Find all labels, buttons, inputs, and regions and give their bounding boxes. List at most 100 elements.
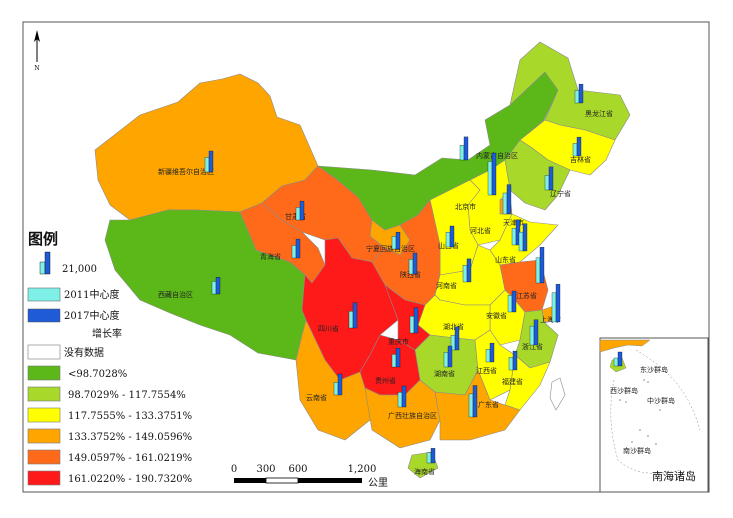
bar-2011: [391, 236, 397, 250]
bar-2017: [555, 284, 561, 323]
province-label: 湖南省: [434, 369, 455, 378]
legend-swatch-2017: [27, 308, 61, 323]
legend-class-label: 98.7029% - 117.7554%: [68, 390, 186, 401]
bar-2017: [208, 150, 214, 173]
inset-title: 南海诸岛: [652, 469, 696, 483]
legend-series-2011: 2011中心度: [64, 288, 119, 301]
province-label: 河北省: [470, 226, 491, 235]
bar-2011: [535, 257, 541, 284]
bar-2017: [506, 184, 512, 215]
bar-2017: [395, 347, 401, 368]
bar-2017: [299, 200, 305, 221]
bar-2017: [447, 345, 453, 368]
legend-class-label: 117.7555% - 133.3751%: [68, 411, 192, 422]
bar-2017: [430, 448, 436, 464]
scale-bar: 0 300 600 1,200 公里: [231, 464, 388, 489]
bar-2011: [391, 354, 397, 368]
bar-2011: [518, 231, 524, 252]
scale-unit: 公里: [368, 477, 388, 489]
bar-2011: [408, 259, 414, 275]
province-label: 广东省: [478, 400, 499, 409]
bar-2017: [295, 238, 301, 259]
bar-2017: [533, 319, 539, 346]
bar-2011: [426, 452, 432, 464]
bar-2017: [466, 258, 472, 283]
bar-2017: [472, 385, 478, 418]
legend-class-label: <98.7028%: [68, 369, 127, 380]
bar-2011: [348, 311, 354, 329]
bar-2017: [412, 252, 418, 275]
legend-class-label: 149.0597% - 161.0219%: [68, 453, 192, 464]
province-label: 山东省: [495, 255, 516, 264]
province-label: 广西壮族自治区: [388, 411, 437, 420]
bar-2011: [409, 316, 415, 334]
province-label: 宁夏回族自治区: [366, 244, 415, 253]
legend: 图例 21,000 2011中心度 2017中心度 增长率 没有数据 <98.70…: [27, 230, 192, 486]
bar-2011: [574, 90, 580, 104]
legend-bar-value: 21,000: [62, 264, 97, 275]
bar-2017: [578, 83, 584, 104]
province-label: 江苏省: [516, 291, 537, 300]
bar-2017: [413, 307, 419, 334]
province-label: 贵州省: [375, 376, 396, 385]
bar-2011: [502, 192, 508, 215]
province-guangdong: [434, 369, 521, 441]
province-heilongjiang: [509, 41, 631, 141]
bar-2011: [295, 207, 301, 221]
inset-label: 东沙群岛: [640, 365, 668, 374]
scale-tick: 0: [231, 464, 237, 475]
bar-2011: [397, 392, 403, 408]
province-label: 四川省: [318, 324, 339, 333]
bar-2011: [211, 281, 217, 295]
bar-2017: [511, 290, 517, 313]
bar-2011: [204, 157, 210, 173]
province-label: 河南省: [436, 281, 457, 290]
province-label: 西藏自治区: [158, 290, 193, 299]
bar-2011: [487, 161, 493, 196]
bar-2017: [489, 342, 495, 363]
province-label: 福建省: [502, 377, 523, 386]
province-label: 甘肃省: [285, 212, 306, 221]
bar-2011: [462, 265, 468, 283]
legend-class-swatch: [27, 407, 61, 423]
inset-label: 南沙群岛: [623, 446, 651, 455]
province-label: 江西省: [476, 366, 497, 375]
bar-2011: [511, 228, 517, 246]
legend-class-label: 161.0220% - 190.7320%: [68, 474, 192, 485]
province-label: 湖北省: [443, 322, 464, 331]
legend-class-swatch: [27, 365, 61, 381]
province-label: 天津市: [503, 218, 524, 227]
bar-2017: [512, 350, 518, 371]
legend-series-2017: 2017中心度: [64, 309, 119, 322]
bar-2011: [551, 292, 557, 323]
bar-2011: [459, 145, 465, 161]
north-arrow-label: N: [34, 65, 39, 72]
bar-2017: [522, 223, 528, 252]
legend-swatch-2011: [27, 287, 61, 302]
bar-2011: [445, 232, 451, 248]
scale-tick: 600: [288, 464, 307, 475]
bar-2017: [352, 302, 358, 329]
inset-label: 西沙群岛: [610, 386, 638, 395]
province-label: 陕西省: [400, 270, 421, 279]
province-label: 北京市: [455, 202, 476, 211]
province-label: 内蒙古自治区: [476, 151, 518, 160]
legend-growth-label: 增长率: [92, 327, 122, 340]
bar-2011: [333, 382, 339, 396]
bar-2011: [485, 349, 491, 363]
legend-class-swatch: [27, 344, 61, 360]
province-label: 安徽省: [486, 311, 507, 320]
legend-title: 图例: [28, 230, 58, 248]
legend-class-swatch: [27, 449, 61, 465]
province-label: 新疆维吾尔自治区: [158, 167, 214, 176]
bar-2017: [463, 136, 469, 161]
bar-2017: [539, 247, 545, 284]
legend-bar-sample-icon: [39, 251, 51, 275]
bar-2017: [215, 277, 221, 295]
bar-2011: [468, 393, 474, 418]
province-label: 浙江省: [522, 342, 543, 351]
province-label: 上海市: [540, 315, 561, 324]
south-sea-inset: 东沙群岛 西沙群岛 中沙群岛 南沙群岛 南海诸岛: [599, 337, 709, 493]
bar-2017: [395, 232, 401, 250]
